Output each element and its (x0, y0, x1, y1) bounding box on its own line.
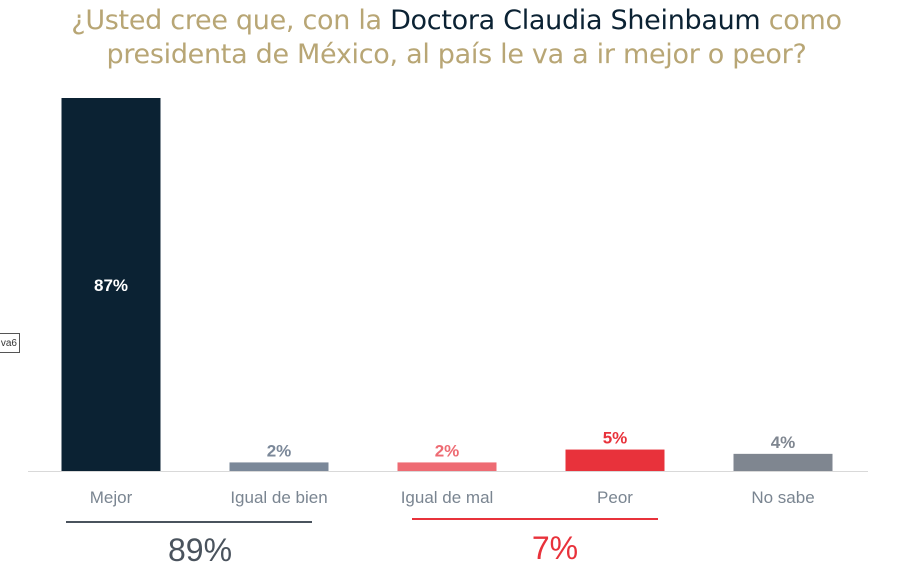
data-label: 5% (603, 429, 628, 448)
positive-group-total: 89% (167, 532, 233, 568)
category-label: No sabe (751, 488, 814, 507)
title-highlight: Doctora Claudia Sheinbaum (390, 5, 761, 36)
negative-group-line (412, 518, 658, 520)
bar-igual-de-mal (397, 462, 497, 471)
bar-mejor (61, 98, 161, 471)
negative-group-total: 7% (531, 530, 579, 566)
bar-no-sabe (733, 453, 833, 471)
data-label: 2% (435, 441, 460, 460)
bar-peor (565, 449, 665, 471)
category-label: Igual de mal (401, 488, 494, 507)
title-part-2: como presidenta de México, al país le va… (106, 5, 842, 70)
data-label: 87% (94, 276, 128, 295)
bar-igual-de-bien (229, 462, 329, 471)
side-tag: va6 (0, 333, 20, 353)
data-label: 4% (771, 433, 796, 452)
category-label: Mejor (90, 488, 133, 507)
title-part-1: ¿Usted cree que, con la (71, 5, 391, 36)
data-label: 2% (267, 441, 292, 460)
category-label: Igual de bien (230, 488, 327, 507)
positive-group-line (66, 521, 312, 523)
category-label: Peor (597, 488, 633, 507)
chart-title: ¿Usted cree que, con la Doctora Claudia … (0, 4, 913, 72)
